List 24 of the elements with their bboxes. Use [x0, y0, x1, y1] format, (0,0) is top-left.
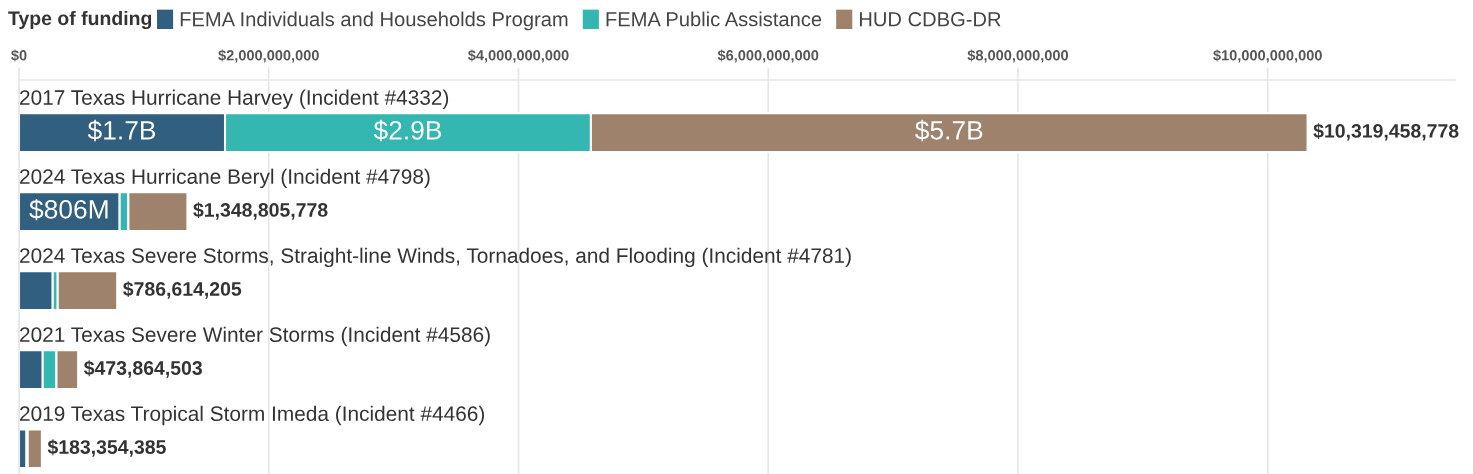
y-tick-label: 2017 Texas Hurricane Harvey (Incident #4332) — [20, 89, 449, 110]
y-tick-label: 2024 Texas Hurricane Beryl (Incident #4798) — [20, 168, 430, 189]
legend-label: HUD CDBG-DR — [859, 12, 1001, 27]
data-label: $2.9B — [373, 119, 442, 142]
y-tick-label: 2021 Texas Severe Winter Storms (Incident #4586) — [20, 326, 490, 347]
y-tick-label: 2019 Texas Tropical Storm Imeda (Incident #4466) — [20, 405, 485, 426]
total-label: $1,348,805,778 — [193, 202, 328, 220]
total-label: $10,319,458,778 — [1313, 123, 1459, 141]
total-label: $473,864,503 — [83, 360, 202, 378]
legend-label: FEMA Public Assistance — [606, 11, 822, 27]
total-label: $183,354,385 — [47, 439, 166, 457]
x-tick-label: $0 — [11, 49, 27, 62]
x-tick-label: $2,000,000,000 — [218, 49, 319, 63]
data-label: $1.7B — [87, 119, 156, 142]
legend-label: FEMA Individuals and Households Program — [180, 11, 568, 31]
x-tick-label: $4,000,000,000 — [467, 49, 569, 63]
y-tick-label: 2024 Texas Severe Storms, Straight-line Winds, Tornadoes, and Flooding (Incident #4781) — [20, 247, 851, 268]
legend-title: Type of funding — [8, 10, 152, 30]
x-tick-label: $6,000,000,000 — [717, 49, 819, 63]
x-tick-label: $8,000,000,000 — [967, 49, 1069, 63]
x-tick-label: $10,000,000,000 — [1213, 49, 1322, 63]
data-label: $806M — [29, 198, 108, 221]
total-label: $786,614,205 — [123, 281, 242, 299]
data-label: $5.7B — [915, 119, 983, 142]
